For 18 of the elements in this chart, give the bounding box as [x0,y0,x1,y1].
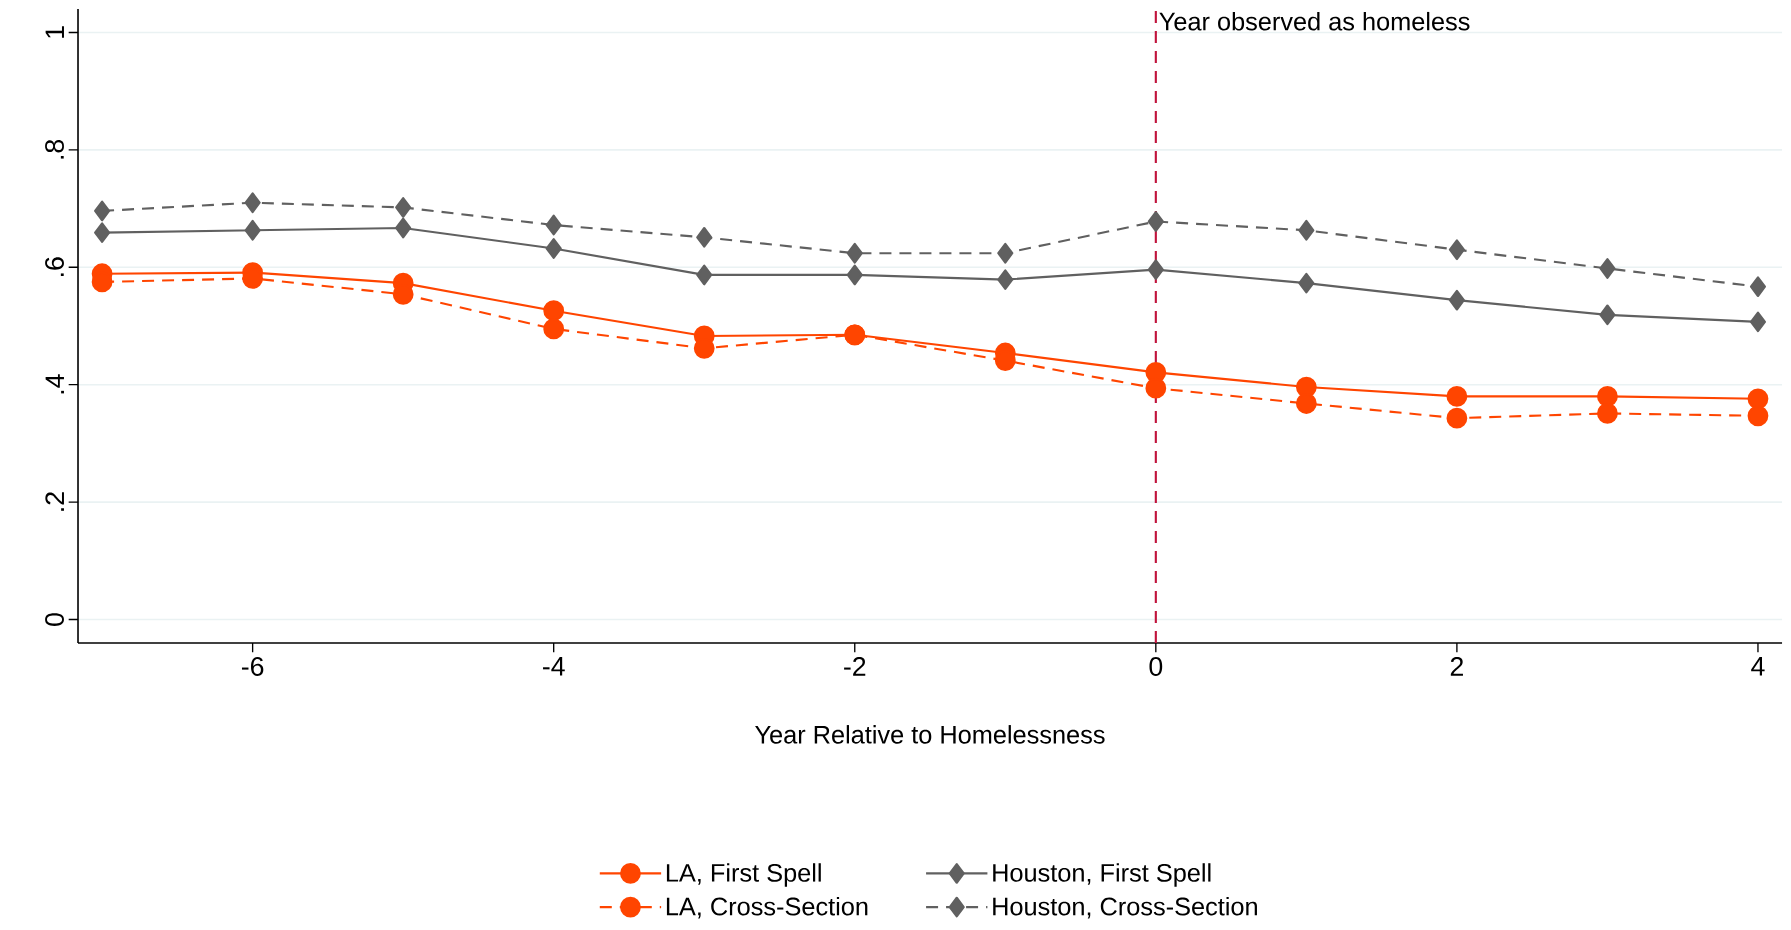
y-tick-label: .4 [45,374,64,394]
legend-label: Houston, First Spell [993,863,1211,887]
x-tick-label: 0 [1149,657,1163,676]
x-tick-label: -2 [844,657,866,676]
x-tick-label: -6 [241,657,264,676]
y-tick-label: 0 [45,613,64,626]
x-tick-label: -4 [543,657,565,676]
legend-label: LA, Cross-Section [666,896,868,919]
x-tick-label: 2 [1450,657,1463,676]
y-tick-label: 1 [45,26,64,38]
legend-label: Houston, Cross-Section [993,896,1257,919]
x-axis-title: Year Relative to Homelessness [755,725,1105,744]
y-tick-label: .2 [45,492,64,511]
ref-line-label: Year observed as homeless [1159,11,1470,31]
y-tick-label: .8 [45,139,64,159]
x-tick-label: 4 [1751,657,1765,676]
legend-label: LA, First Spell [666,863,821,887]
y-tick-label: .6 [45,257,64,276]
